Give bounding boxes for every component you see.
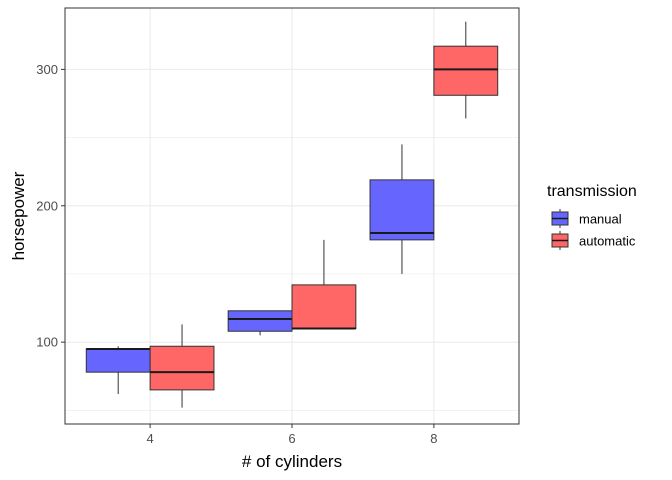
- y-tick-label: 300: [36, 62, 58, 77]
- box-iqr: [369, 179, 435, 241]
- box-iqr: [291, 284, 357, 330]
- box-iqr: [227, 310, 293, 332]
- box-automatic-4: [149, 324, 215, 408]
- x-tick-label: 6: [288, 431, 295, 446]
- box-automatic-6: [291, 239, 357, 330]
- box-iqr: [433, 45, 499, 96]
- box-iqr: [85, 348, 151, 373]
- box-manual-6: [227, 310, 293, 336]
- y-tick-label: 200: [36, 198, 58, 213]
- y-axis-title: horsepower: [9, 171, 28, 260]
- y-tick-label: 100: [36, 335, 58, 350]
- legend-item-automatic: automatic: [551, 231, 636, 250]
- legend-title: transmission: [547, 183, 637, 200]
- box-iqr: [149, 345, 215, 391]
- legend: transmission manual automatic: [547, 183, 637, 250]
- box-manual-4: [85, 346, 151, 394]
- legend-item-manual: manual: [551, 209, 622, 228]
- box-layer: [85, 21, 499, 408]
- box-manual-8: [369, 144, 435, 274]
- box-automatic-8: [433, 21, 499, 119]
- x-tick-label: 8: [430, 431, 437, 446]
- x-axis-title: # of cylinders: [242, 452, 342, 471]
- plot-panel: [64, 7, 520, 425]
- legend-items: manual automatic: [551, 209, 636, 250]
- legend-label: manual: [579, 212, 622, 227]
- x-tick-label: 4: [147, 431, 154, 446]
- axes: 100 200 300 4 6 8: [36, 62, 437, 446]
- legend-label: automatic: [579, 234, 636, 249]
